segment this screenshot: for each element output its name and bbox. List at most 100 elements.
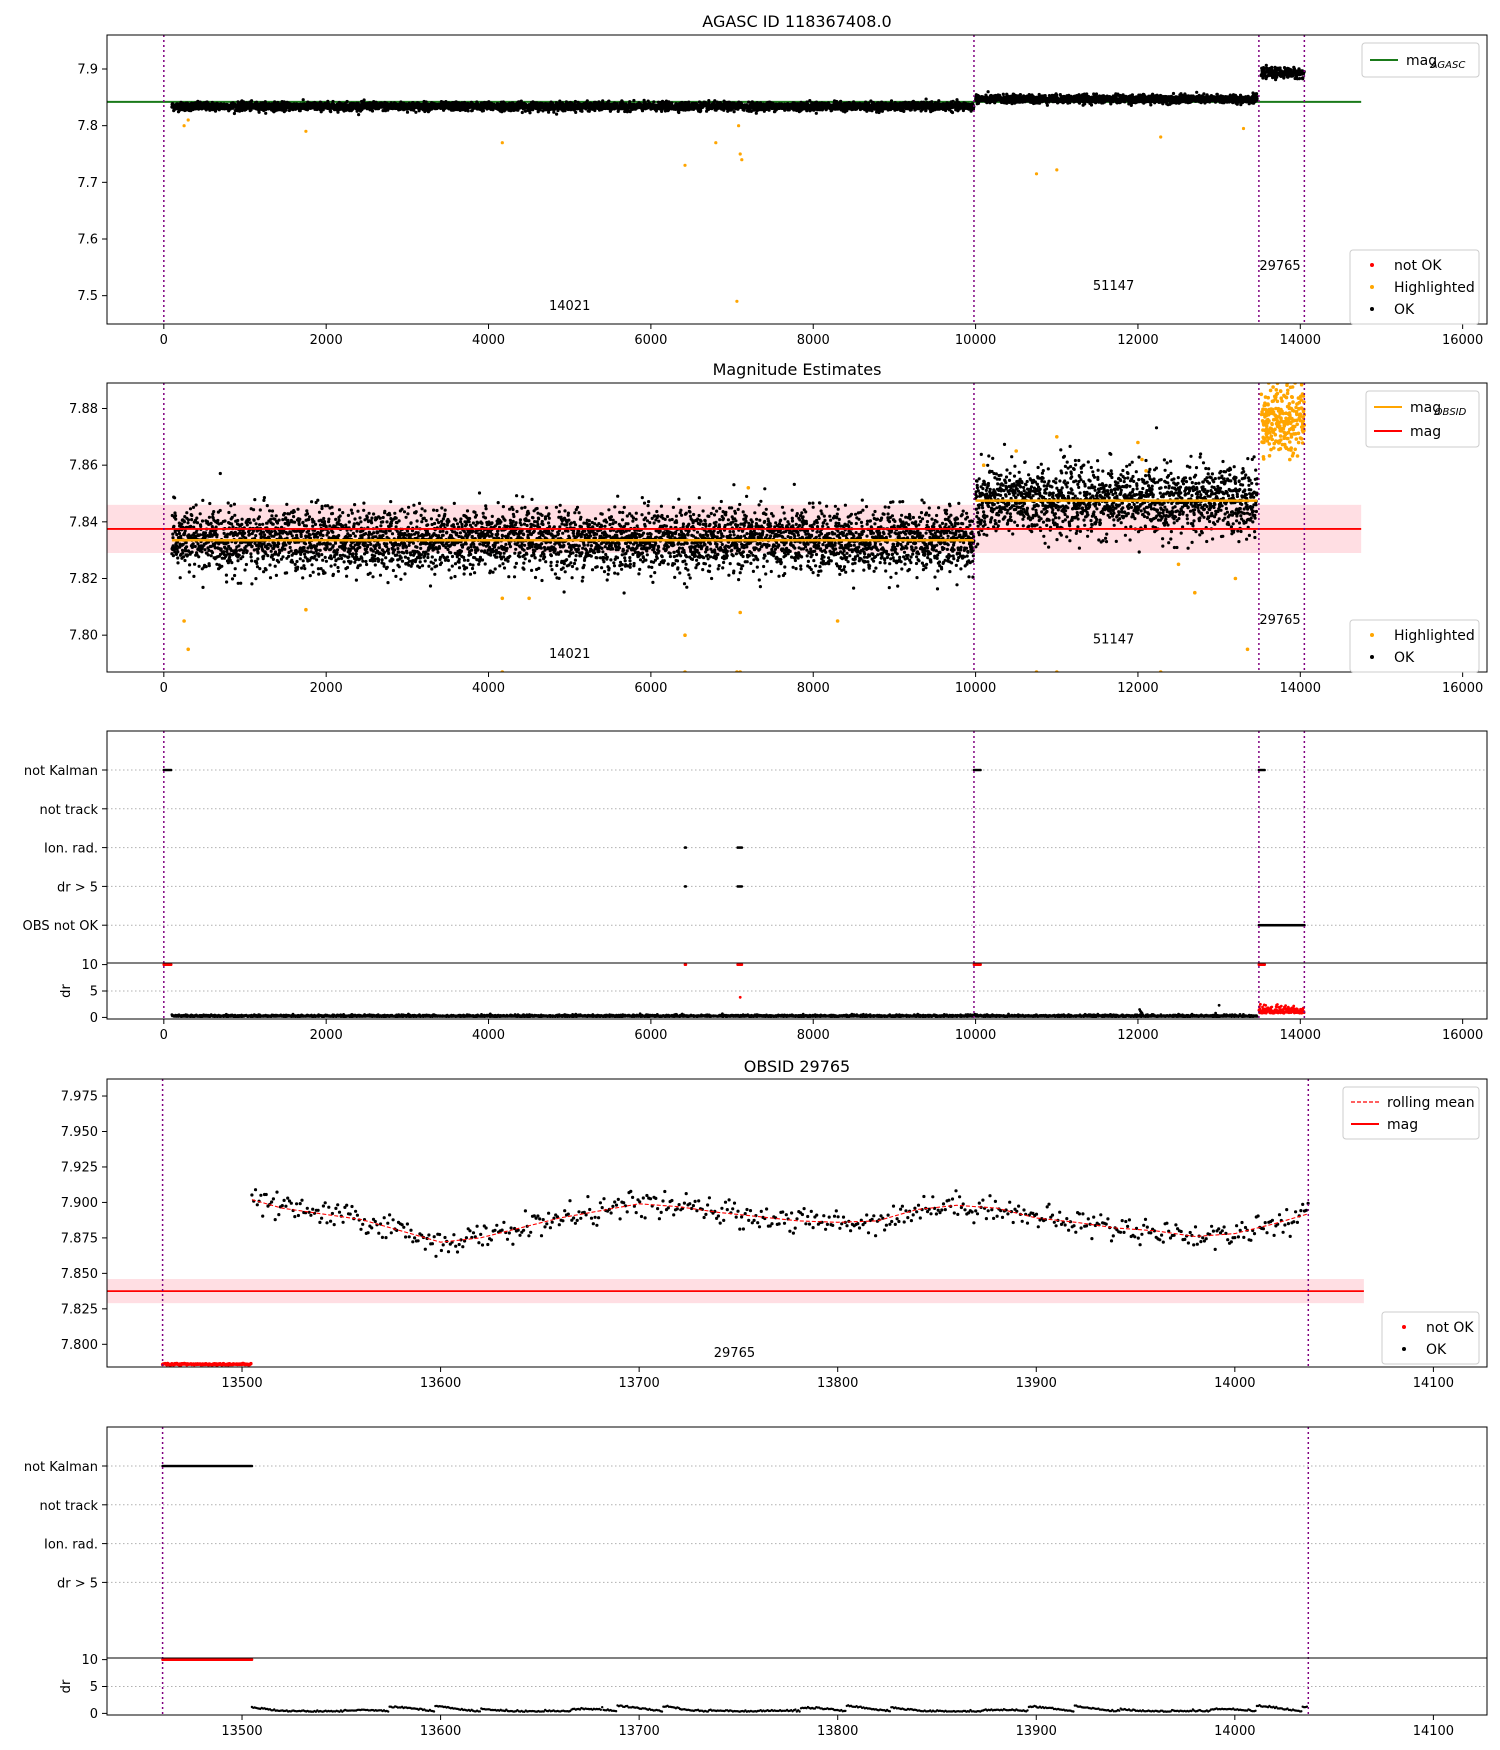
x-tick-label: 13500 [221,1376,262,1391]
y-tick-label: 7.950 [61,1125,98,1140]
plot-area [107,1079,1364,1367]
x-tick-label: 16000 [1442,333,1483,348]
not-ok-points [160,1361,253,1367]
flag-category-label: not track [39,1499,98,1514]
obsid-label: 29765 [1259,259,1300,274]
x-tick-label: 14000 [1280,333,1321,348]
y-tick-label: 7.8 [77,119,98,134]
legend-label: Highlighted [1394,280,1475,296]
axes-frame [106,34,1488,325]
x-tick-label: 13500 [221,1724,262,1739]
y-tick-label: 7.7 [77,176,98,191]
flag-category-label: OBS not OK [23,919,99,934]
dr-tick-label: 10 [81,958,98,973]
x-tick-label: 4000 [472,1028,505,1043]
x-tick-label: 12000 [1117,681,1158,696]
dr-ok-points [973,1003,1221,1017]
obsid-label: 51147 [1093,633,1134,648]
x-tick-label: 13600 [420,1724,461,1739]
y-tick-label: 7.900 [61,1196,98,1211]
y-tick-label: 7.80 [69,629,98,644]
flag-category-label: not Kalman [24,1460,98,1475]
legend-point-swatch [1370,655,1374,659]
flag-category-label: Ion. rad. [44,1538,98,1553]
x-tick-label: 0 [160,681,168,696]
x-tick-label: 14000 [1280,681,1321,696]
legend-label-subscript: AGASC [1430,60,1466,71]
legend-box [1365,390,1480,448]
x-tick-label: 10000 [955,333,996,348]
panel-obsid: OBSID 29765 29765 13500 13600 13700 13800 139… [61,1057,1488,1391]
x-tick-label: 14000 [1214,1724,1255,1739]
legend-point-swatch [1370,263,1374,267]
x-tick-label: 10000 [955,681,996,696]
x-tick-label: 6000 [634,333,667,348]
flag-category-label: not Kalman [24,764,98,779]
x-tick-label: 16000 [1442,1028,1483,1043]
legend-box [1342,1086,1480,1140]
dr-ok-points [170,1011,1259,1018]
x-tick-label: 13600 [420,1376,461,1391]
x-tick-label: 6000 [634,1028,667,1043]
obsid-label: 14021 [549,299,590,314]
legend-point-swatch [1402,1325,1406,1329]
legend-label: rolling mean [1387,1095,1475,1111]
axes-frame [106,382,1488,673]
x-tick-label: 12000 [1117,333,1158,348]
plot-area [107,383,1362,672]
x-tick-label: 0 [160,333,168,348]
panel-flags-all: not Kalman not track Ion. rad. dr > 5 OBS no… [23,730,1488,1043]
rolling-mean-line [251,1199,1309,1243]
panel-obsid-title: OBSID 29765 [744,1057,850,1076]
legend-box [1381,1311,1480,1365]
y-tick-label: 7.84 [69,515,98,530]
x-tick-label: 2000 [310,681,343,696]
axes-frame [106,1426,1488,1716]
legend-label: mag [1410,424,1441,440]
y-tick-label: 7.875 [61,1231,98,1246]
legend-label: mag [1410,400,1441,416]
x-tick-label: 8000 [797,681,830,696]
x-tick-label: 13900 [1016,1376,1057,1391]
highlighted-points [182,118,1246,303]
y-tick-label: 7.925 [61,1160,98,1175]
legend-label: OK [1426,1342,1447,1358]
panel-agasc-title: AGASC ID 118367408.0 [702,12,891,31]
x-tick-label: 4000 [472,333,505,348]
legend-label: mag [1387,1117,1418,1133]
legend-label: not OK [1394,258,1442,274]
legend-label: OK [1394,650,1415,666]
obsid-label: 29765 [714,1346,755,1361]
obsid-label: 51147 [1093,279,1134,294]
dr-axis-label: dr [59,984,74,998]
y-tick-label: 7.800 [61,1338,98,1353]
obsid-label: 29765 [1259,613,1300,628]
y-tick-label: 7.850 [61,1267,98,1282]
y-tick-label: 7.88 [69,402,98,417]
panel-flags-obsid: not Kalman not track Ion. rad. dr > 5 0 5 10 dr… [24,1426,1488,1739]
dr-tick-label: 0 [90,1011,98,1026]
x-tick-label: 8000 [797,1028,830,1043]
legend-box [1349,249,1480,325]
legend-label: mag [1406,53,1437,69]
y-tick-label: 7.6 [77,233,98,248]
y-tick-label: 7.86 [69,459,98,474]
legend-box [1361,42,1480,78]
y-tick-label: 7.82 [69,572,98,587]
ok-points [170,63,1306,117]
obsid-label: 14021 [549,647,590,662]
x-tick-label: 14100 [1413,1376,1454,1391]
legend-label: not OK [1426,1320,1474,1336]
legend-label: Highlighted [1394,628,1475,644]
legend-point-swatch [1370,633,1374,637]
x-tick-label: 13900 [1016,1724,1057,1739]
flag-category-label: Ion. rad. [44,842,98,857]
panel-magnitude-estimates: Magnitude Estimates 14021 51147 29765 0 2000… [69,360,1488,696]
panel-mag-title: Magnitude Estimates [713,360,882,379]
x-tick-label: 13700 [618,1376,659,1391]
legend-point-swatch [1370,285,1374,289]
plot-area [107,1427,1487,1715]
legend-label-subscript: OBSID [1435,407,1467,418]
